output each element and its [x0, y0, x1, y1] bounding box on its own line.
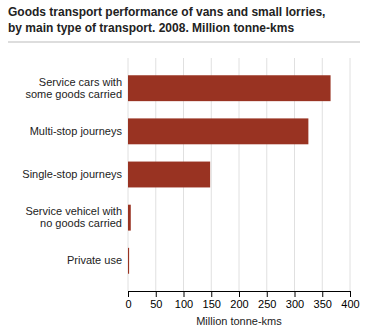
bar [128, 118, 308, 144]
separator [8, 42, 360, 43]
tick: Private use [67, 254, 122, 266]
tick-label: 250 [258, 298, 276, 310]
tick-label: Private use [67, 254, 122, 266]
tick: 250 [258, 291, 276, 310]
tick: Single-stop journeys [22, 168, 122, 180]
tick: 350 [314, 291, 332, 310]
grid-line [350, 58, 351, 291]
tick-label: 50 [150, 298, 162, 310]
tick: Service vehicel withno goods carried [25, 205, 122, 229]
grid [128, 58, 350, 291]
tick-mark [322, 291, 323, 297]
tick: 0 [125, 291, 131, 310]
tick-mark [156, 291, 157, 297]
tick-label: Single-stop journeys [22, 168, 122, 180]
tick: 50 [150, 291, 162, 310]
tick-label: 0 [125, 298, 131, 310]
y-axis: Private use Service vehicel withno goods … [22, 76, 122, 267]
tick: 150 [203, 291, 221, 310]
title: Goods transport performance of vans and … [8, 5, 325, 19]
tick: 100 [175, 291, 193, 310]
tick: 400 [341, 291, 359, 310]
tick-label: 300 [286, 298, 304, 310]
tick-mark [211, 291, 212, 297]
axis-line [129, 292, 351, 298]
tick-mark [267, 291, 268, 297]
plot: 0 50 100 150 200 250 300 350 400 Private use Servi… [22, 58, 359, 327]
bars [128, 75, 331, 273]
tick-label: 150 [203, 298, 221, 310]
tick-mark [184, 291, 185, 297]
tick: Service cars withsome goods carried [25, 76, 122, 100]
tick-mark [350, 291, 351, 297]
tick-label: Service vehicel withno goods carried [25, 205, 122, 229]
bar [128, 75, 331, 101]
axis-title: Million tonne-kms [196, 315, 282, 327]
bar [128, 205, 131, 231]
tick-label: Multi-stop journeys [30, 125, 123, 137]
tick-mark [128, 291, 129, 297]
subtitle: by main type of transport. 2008. Million… [8, 21, 294, 35]
tick-label: 400 [341, 298, 359, 310]
tick-label: 200 [230, 298, 248, 310]
tick-label: Service cars withsome goods carried [25, 76, 122, 100]
tick: Multi-stop journeys [30, 125, 123, 137]
bar [128, 248, 129, 274]
chart: Goods transport performance of vans and … [0, 0, 368, 335]
x-axis: 0 50 100 150 200 250 300 350 400 [125, 291, 359, 310]
tick: 300 [286, 291, 304, 310]
bar [128, 162, 210, 188]
chart-container: Goods transport performance of vans and … [0, 0, 368, 335]
tick-mark [295, 291, 296, 297]
tick-label: 100 [175, 298, 193, 310]
tick: 200 [230, 291, 248, 310]
tick-mark [239, 291, 240, 297]
tick-label: 350 [314, 298, 332, 310]
